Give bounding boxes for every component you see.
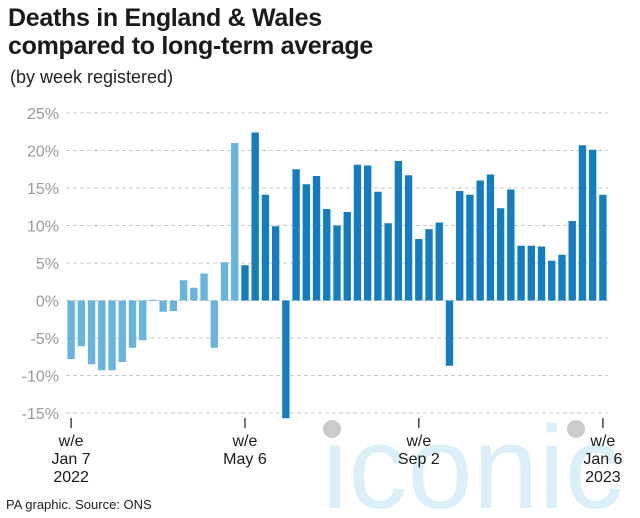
bar [98,300,106,371]
x-tick-label: w/e [58,433,84,450]
bar [425,229,433,301]
bar [394,161,403,301]
bar [210,300,218,348]
y-tick-label: 25% [27,106,59,123]
x-tick-label: w/e [232,433,258,450]
y-tick-label: -5% [31,331,59,348]
bar [67,300,75,359]
bar [190,287,198,301]
bar [231,143,239,301]
bar [404,175,413,301]
bar [527,245,535,301]
bar [435,222,443,301]
x-tick-label: 2023 [585,469,621,486]
y-tick-label: 0% [36,294,59,311]
bar [343,212,351,301]
y-tick-label: -10% [22,369,59,386]
x-tick-label: Jan 6 [583,451,622,468]
bar [507,189,515,301]
x-tick-label: w/e [589,433,615,450]
bar [363,165,372,301]
bar [476,180,484,301]
bar [548,260,556,301]
bar [128,300,137,348]
x-tick-label: Sep 2 [398,451,440,468]
bar [445,300,454,366]
x-tick-label: May 6 [223,451,267,468]
bar [118,300,126,362]
bar [558,254,566,301]
bar [578,145,587,301]
chart-title: Deaths in England & Wales compared to lo… [8,4,608,60]
y-axis: 25% 20% 15% 10% 5% 0% -5% -10% -15% [22,106,59,423]
bar [333,225,341,301]
bar [261,194,270,301]
bar [456,191,464,301]
y-tick-label: 20% [27,144,59,161]
x-tick-label: 2022 [53,469,89,486]
bar [179,280,188,301]
chart-subtitle: (by week registered) [10,67,174,87]
watermark-dot-left [323,420,341,438]
bar [486,174,495,301]
bar [517,245,525,301]
bar [220,262,229,301]
bar [599,194,607,301]
y-tick-label: 5% [36,256,59,273]
bars [67,132,607,419]
bar [159,300,167,312]
bar [251,132,259,301]
bar [149,299,157,301]
bar [537,246,546,301]
bar [353,164,362,301]
bar [108,300,116,371]
watermark-text: iconic [322,402,624,518]
bar [466,194,474,301]
bar [87,300,96,365]
bar [496,208,505,301]
title-line-2: compared to long-term average [8,32,374,60]
bar [415,239,423,301]
title-line-1: Deaths in England & Wales [8,4,322,32]
bar [568,221,576,301]
bar [271,226,280,301]
bar [169,300,178,311]
bar [282,300,290,419]
bar [302,184,311,301]
bar [139,300,147,341]
bar [588,149,597,301]
bar [292,169,300,301]
bar [384,223,392,301]
bar [241,265,249,301]
bar [374,191,382,301]
bar [77,300,86,347]
y-tick-label: -15% [22,406,59,423]
bar [200,273,208,301]
bar [312,176,321,301]
x-tick-label: w/e [405,433,431,450]
bar [323,209,331,301]
watermark-dot-right [567,420,585,438]
y-tick-label: 10% [27,219,59,236]
x-tick-label: Jan 7 [52,451,91,468]
iconic-watermark: iconic [322,402,624,518]
y-tick-label: 15% [27,181,59,198]
source-note: PA graphic. Source: ONS [6,497,152,512]
